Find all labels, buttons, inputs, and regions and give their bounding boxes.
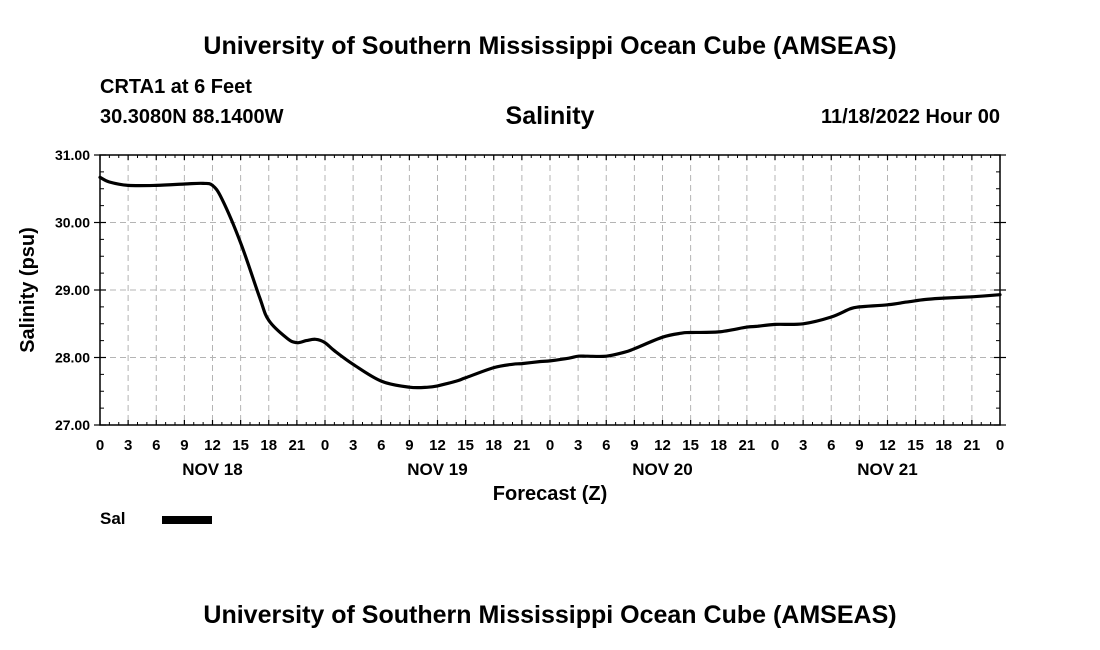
axis-ticks xyxy=(94,154,1006,426)
salinity-line xyxy=(98,175,1002,390)
x-tick-label: 3 xyxy=(124,437,132,454)
y-tick-label: 30.00 xyxy=(55,215,90,231)
day-label: NOV 19 xyxy=(407,460,467,479)
x-tick-label: 21 xyxy=(289,437,306,454)
x-tick-label: 21 xyxy=(514,437,531,454)
day-label: NOV 18 xyxy=(182,460,242,479)
x-tick-label: 18 xyxy=(935,437,952,454)
x-tick-label: 0 xyxy=(321,437,329,454)
x-tick-label: 9 xyxy=(855,437,863,454)
x-tick-label: 15 xyxy=(457,437,474,454)
x-tick-label: 18 xyxy=(710,437,727,454)
x-tick-label: 3 xyxy=(349,437,357,454)
x-tick-label: 15 xyxy=(232,437,249,454)
x-tick-label: 12 xyxy=(879,437,896,454)
x-tick-label: 0 xyxy=(546,437,554,454)
x-tick-label: 9 xyxy=(405,437,413,454)
x-tick-label: 15 xyxy=(907,437,924,454)
x-tick-label: 12 xyxy=(654,437,671,454)
x-tick-label: 3 xyxy=(799,437,807,454)
tick-labels: 0 3 6 9 12 15 18 21 0 3 6 9 12 15 18 21 0 3 6 9 12 15 18 21 0 3 6 9… xyxy=(55,147,1004,479)
x-tick-label: 18 xyxy=(485,437,502,454)
y-tick-label: 27.00 xyxy=(55,417,90,433)
x-tick-label: 9 xyxy=(630,437,638,454)
day-label: NOV 21 xyxy=(857,460,917,479)
x-tick-label: 12 xyxy=(204,437,221,454)
x-tick-label: 18 xyxy=(260,437,277,454)
x-tick-label: 0 xyxy=(996,437,1004,454)
x-tick-label: 12 xyxy=(429,437,446,454)
x-tick-label: 21 xyxy=(964,437,981,454)
x-axis-title: Forecast (Z) xyxy=(493,483,607,505)
y-tick-label: 31.00 xyxy=(55,147,90,163)
y-tick-label: 29.00 xyxy=(55,282,90,298)
x-tick-label: 6 xyxy=(602,437,610,454)
y-axis-title: Salinity (psu) xyxy=(17,227,39,353)
legend-swatch xyxy=(162,516,212,524)
x-tick-label: 0 xyxy=(96,437,104,454)
x-tick-label: 9 xyxy=(180,437,188,454)
station-label: CRTA1 at 6 Feet xyxy=(100,76,252,98)
grid xyxy=(100,155,1000,425)
datetime-label: 11/18/2022 Hour 00 xyxy=(820,106,1000,128)
x-tick-label: 15 xyxy=(682,437,699,454)
x-tick-label: 0 xyxy=(771,437,779,454)
x-tick-label: 6 xyxy=(152,437,160,454)
x-tick-label: 3 xyxy=(574,437,582,454)
x-tick-label: 6 xyxy=(827,437,835,454)
x-tick-label: 6 xyxy=(377,437,385,454)
day-label: NOV 20 xyxy=(632,460,692,479)
coordinates-label: 30.3080N 88.1400W xyxy=(100,106,284,128)
legend-label: Sal xyxy=(100,509,126,528)
variable-title: Salinity xyxy=(505,102,595,130)
y-tick-label: 28.00 xyxy=(55,350,90,366)
x-tick-label: 21 xyxy=(739,437,756,454)
footer-title: University of Southern Mississippi Ocean… xyxy=(203,601,897,629)
chart-title: University of Southern Mississippi Ocean… xyxy=(203,32,897,60)
